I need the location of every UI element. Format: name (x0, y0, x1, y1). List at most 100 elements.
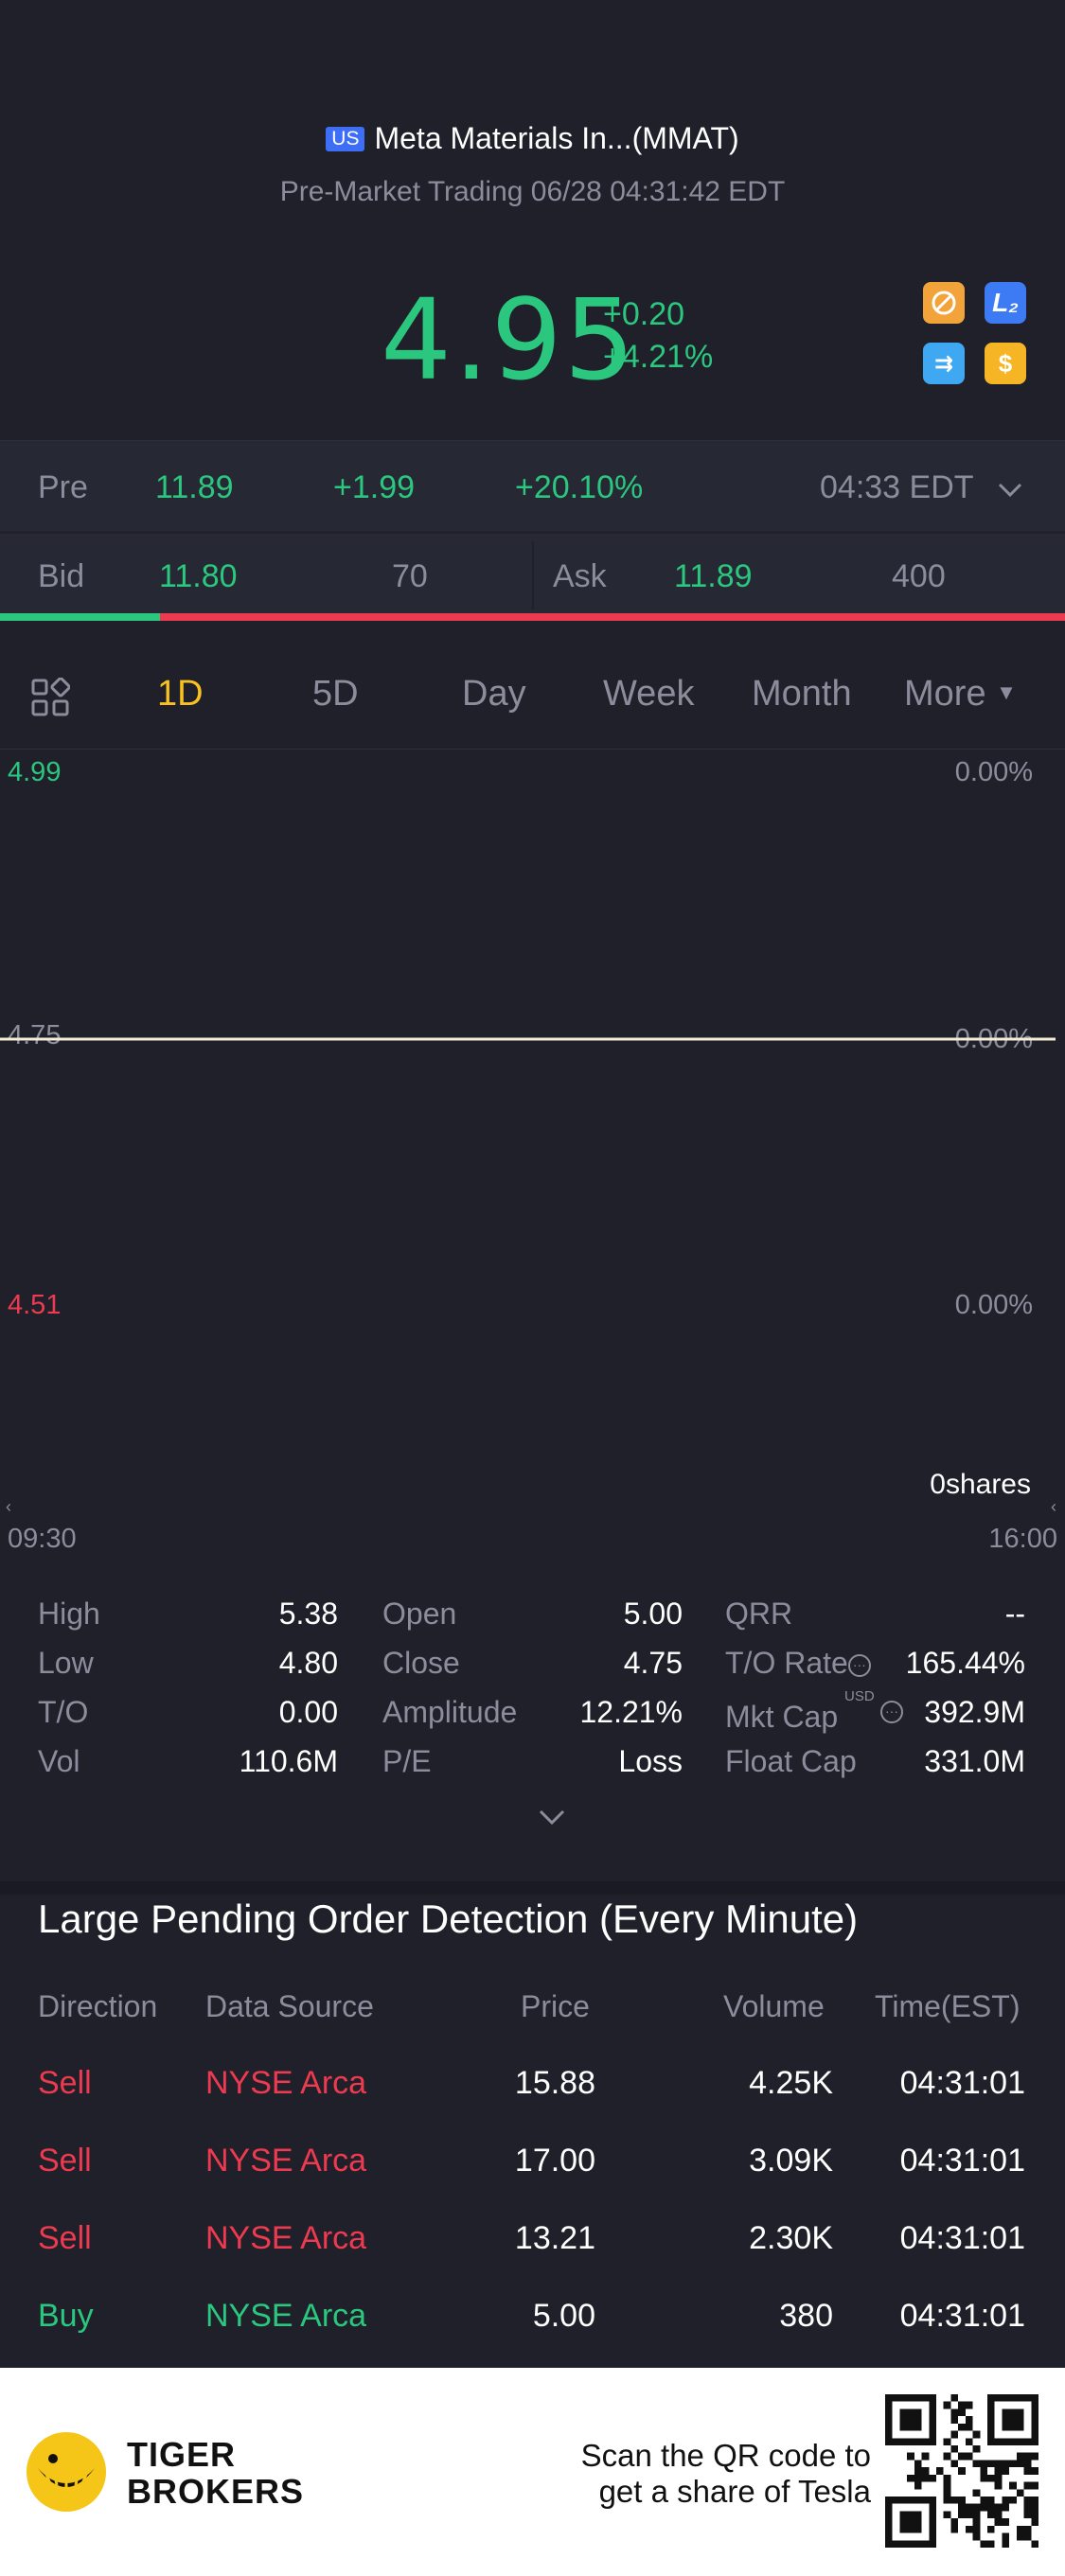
stat-amplitude-label: Amplitude (382, 1695, 518, 1729)
stat-close-label: Close (382, 1646, 460, 1680)
qr-code[interactable] (885, 2394, 1038, 2548)
pre-market-row[interactable]: Pre 11.89 +1.99 +20.10% 04:33 EDT (0, 440, 1065, 531)
order-time: 04:31:01 (899, 2298, 1025, 2334)
stat-mkt-cap-label: Mkt Cap (725, 1700, 839, 1734)
right-tick-icon: ‹ (1051, 1497, 1056, 1516)
stat-to-rate-value: 165.44% (905, 1646, 1025, 1680)
price-change-percent: +4.21% (603, 339, 714, 375)
info-icon[interactable]: ··· (847, 1654, 871, 1677)
stat-vol-label: Vol (38, 1744, 80, 1778)
tab-month[interactable]: Month (752, 674, 852, 714)
promo-text-line2: get a share of Tesla (598, 2474, 871, 2509)
bid-size: 70 (392, 558, 428, 594)
order-direction: Buy (38, 2298, 94, 2334)
order-source: NYSE Arca (205, 2065, 367, 2101)
tab-more[interactable]: More ▼ (904, 674, 1017, 715)
ask-label: Ask (553, 558, 607, 594)
stock-title[interactable]: US Meta Materials In...(MMAT) (0, 121, 1065, 156)
brand-name-line2: BROKERS (127, 2472, 305, 2511)
quote-header: US Meta Materials In...(MMAT) Pre-Market … (0, 0, 1065, 440)
order-time: 04:31:01 (899, 2065, 1025, 2101)
brand-name-line1: TIGER (127, 2435, 237, 2474)
ask-size: 400 (892, 558, 946, 594)
stat-pe-value: Loss (618, 1744, 683, 1778)
bid-ask-row: Bid 11.80 70 Ask 11.89 400 (0, 532, 1065, 615)
pre-time: 04:33 EDT (820, 469, 974, 505)
level2-icon[interactable]: L₂ (985, 282, 1026, 324)
market-badge: US (326, 127, 365, 151)
stat-to-rate-text: T/O Rate (725, 1646, 848, 1680)
y-axis-high: 4.99 (8, 757, 62, 787)
stat-amplitude-value: 12.21% (579, 1695, 683, 1729)
large-order-panel (0, 1881, 1065, 2366)
promo-text-line1: Scan the QR code to (580, 2438, 871, 2473)
y-axis-mid: 4.75 (8, 1020, 62, 1050)
stat-to-value: 0.00 (278, 1695, 338, 1729)
pre-change: +1.99 (333, 469, 416, 505)
stat-open-value: 5.00 (623, 1597, 683, 1631)
tab-1d[interactable]: 1D (157, 674, 204, 714)
col-volume: Volume (723, 1989, 825, 2023)
pct-axis-low: 0.00% (954, 1290, 1033, 1320)
price-change: +0.20 (603, 296, 685, 332)
col-price: Price (521, 1989, 590, 2023)
pre-change-percent: +20.10% (515, 469, 644, 505)
expand-chevron-icon[interactable] (535, 1806, 569, 1828)
tab-week[interactable]: Week (603, 674, 695, 714)
order-direction: Sell (38, 2220, 92, 2256)
trading-status: Pre-Market Trading 06/28 04:31:42 EDT (279, 176, 786, 207)
tab-day[interactable]: Day (462, 674, 526, 714)
col-data-source: Data Source (205, 1989, 374, 2023)
tab-more-label: More (904, 674, 986, 714)
stock-name: Meta Materials In...(MMAT) (374, 121, 739, 155)
chevron-down-icon[interactable] (998, 483, 1022, 498)
bid-ask-divider (532, 541, 534, 609)
stat-qrr-value: -- (1004, 1597, 1025, 1631)
left-tick-icon: ‹ (6, 1497, 11, 1516)
stat-close-value: 4.75 (623, 1646, 683, 1680)
stat-qrr-label: QRR (725, 1597, 793, 1631)
chart-period-tabs: 1D 5D Day Week Month More ▼ (0, 655, 1065, 750)
stat-open-label: Open (382, 1597, 457, 1631)
order-direction: Sell (38, 2065, 92, 2101)
swap-icon[interactable]: ⇉ (923, 343, 965, 384)
stat-low-label: Low (38, 1646, 94, 1680)
pre-price: 11.89 (155, 469, 234, 505)
stat-high-label: High (38, 1597, 100, 1631)
order-volume: 4.25K (749, 2065, 833, 2101)
volume-label: 0shares (930, 1469, 1031, 1500)
order-volume: 3.09K (749, 2143, 833, 2179)
order-direction: Sell (38, 2143, 92, 2179)
dollar-icon[interactable]: $ (985, 343, 1026, 384)
info-icon[interactable]: ··· (880, 1701, 903, 1723)
large-order-title: Large Pending Order Detection (Every Min… (38, 1897, 859, 1941)
pre-label: Pre (38, 469, 88, 505)
order-volume: 2.30K (749, 2220, 833, 2256)
stat-mkt-cap-value: 392.9M (924, 1695, 1025, 1729)
stat-low-value: 4.80 (278, 1646, 338, 1680)
bid-label: Bid (38, 558, 85, 594)
y-axis-low: 4.51 (8, 1290, 62, 1320)
order-time: 04:31:01 (899, 2143, 1025, 2179)
order-time: 04:31:01 (899, 2220, 1025, 2256)
bid-ask-ratio-bar (0, 613, 1065, 621)
x-axis-start: 09:30 (8, 1524, 77, 1554)
mkt-cap-currency: USD (844, 1688, 875, 1704)
x-axis-end: 16:00 (988, 1524, 1057, 1554)
caret-down-icon: ▼ (996, 680, 1017, 704)
stat-to-label: T/O (38, 1695, 89, 1729)
order-price: 17.00 (514, 2143, 595, 2179)
grid-icon[interactable] (30, 678, 70, 717)
stat-float-cap-value: 331.0M (924, 1744, 1025, 1778)
stat-to-rate-label[interactable]: T/O Rate ··· (725, 1646, 871, 1681)
last-price: 4.95 (381, 274, 637, 405)
order-source: NYSE Arca (205, 2220, 367, 2256)
hide-icon[interactable] (923, 282, 965, 324)
tiger-brokers-logo (27, 2432, 106, 2512)
bid-ratio-fill (0, 613, 160, 621)
order-price: 13.21 (514, 2220, 595, 2256)
order-source: NYSE Arca (205, 2143, 367, 2179)
order-price: 5.00 (532, 2298, 595, 2334)
tab-5d[interactable]: 5D (312, 674, 359, 714)
stat-high-value: 5.38 (278, 1597, 338, 1631)
